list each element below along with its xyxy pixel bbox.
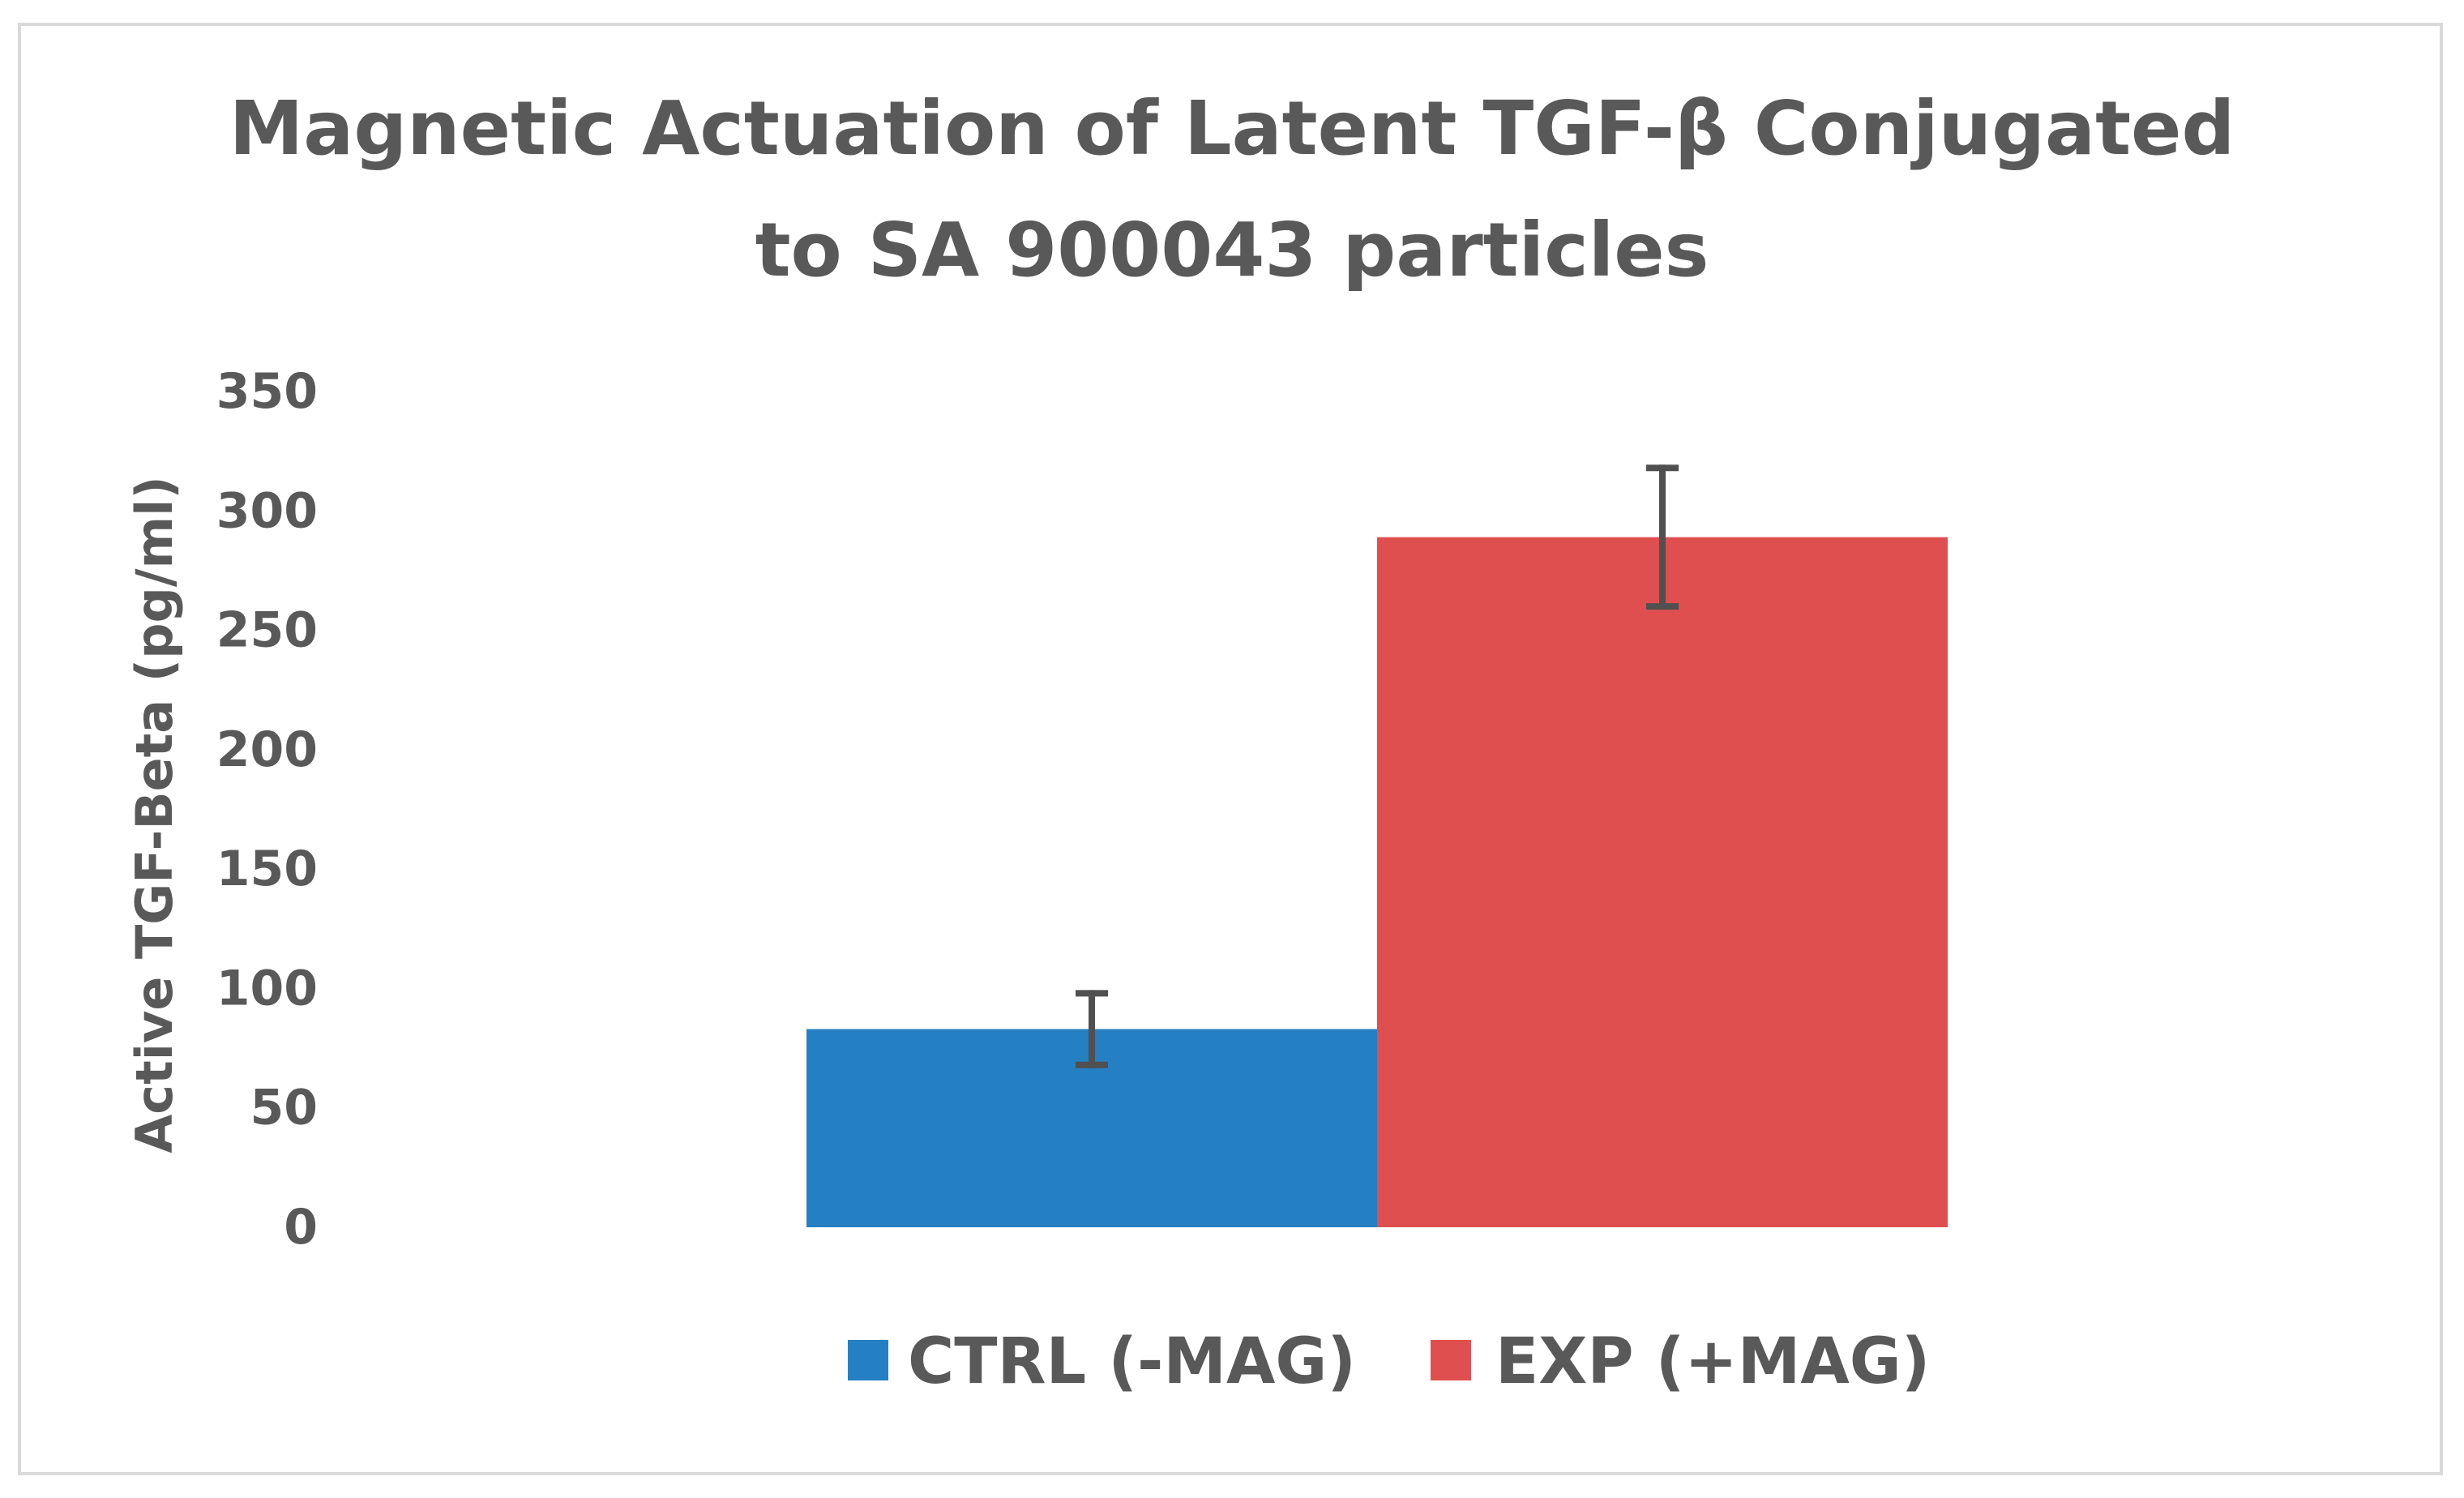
error-bar-0: [1076, 990, 1108, 1068]
legend: CTRL (-MAG) EXP (+MAG): [848, 1325, 1930, 1398]
legend-item-0: CTRL (-MAG): [848, 1325, 1356, 1398]
y-tick-label: 350: [216, 363, 318, 420]
chart-frame: [18, 23, 2443, 1475]
error-bars: [1076, 464, 1679, 1068]
legend-label: CTRL (-MAG): [908, 1325, 1356, 1398]
error-bar-1: [1646, 464, 1679, 610]
y-tick-label: 200: [216, 721, 318, 778]
chart-title-line-2: to SA 900043 particles: [755, 207, 1709, 293]
bars: [806, 537, 1948, 1227]
legend-item-1: EXP (+MAG): [1431, 1325, 1930, 1398]
y-tick-label: 300: [216, 482, 318, 539]
y-tick-label: 0: [284, 1199, 318, 1256]
legend-swatch: [848, 1340, 888, 1380]
y-tick-label: 250: [216, 602, 318, 659]
y-axis-ticks: 0 50 100 150 200 250 300 350: [216, 363, 318, 1256]
y-tick-label: 100: [216, 960, 318, 1016]
legend-swatch: [1431, 1340, 1471, 1380]
chart-title-line-1: Magnetic Actuation of Latent TGF-β Conju…: [229, 85, 2235, 172]
bar-1: [1377, 537, 1948, 1227]
y-axis-label: Active TGF-Beta (pg/ml): [125, 476, 184, 1153]
y-tick-label: 50: [250, 1080, 319, 1136]
legend-label: EXP (+MAG): [1495, 1325, 1930, 1398]
y-tick-label: 150: [216, 841, 318, 897]
